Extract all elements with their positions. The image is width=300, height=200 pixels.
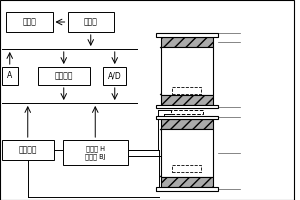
- Text: A/D: A/D: [108, 72, 122, 80]
- Text: 打印机: 打印机: [22, 18, 36, 26]
- Text: 励磁电源: 励磁电源: [19, 146, 37, 154]
- Bar: [156, 33, 218, 37]
- Bar: [156, 187, 218, 191]
- Bar: [171, 110, 202, 114]
- Bar: [103, 67, 126, 85]
- Bar: [160, 37, 213, 47]
- Bar: [160, 119, 213, 129]
- Bar: [156, 105, 218, 108]
- Bar: [68, 12, 114, 32]
- Bar: [160, 129, 213, 177]
- Bar: [2, 67, 18, 85]
- Text: A: A: [7, 72, 12, 80]
- Bar: [160, 177, 213, 187]
- Text: 开关控制: 开关控制: [55, 72, 73, 80]
- Bar: [156, 116, 218, 119]
- Bar: [172, 165, 201, 172]
- Bar: [38, 67, 90, 85]
- Bar: [6, 12, 52, 32]
- Text: 计算机: 计算机: [84, 18, 98, 26]
- Bar: [2, 140, 54, 160]
- Bar: [63, 140, 128, 165]
- Text: 磁通表 H
磁通表 BJ: 磁通表 H 磁通表 BJ: [85, 145, 106, 160]
- Bar: [160, 95, 213, 105]
- Bar: [160, 47, 213, 95]
- Bar: [172, 87, 201, 94]
